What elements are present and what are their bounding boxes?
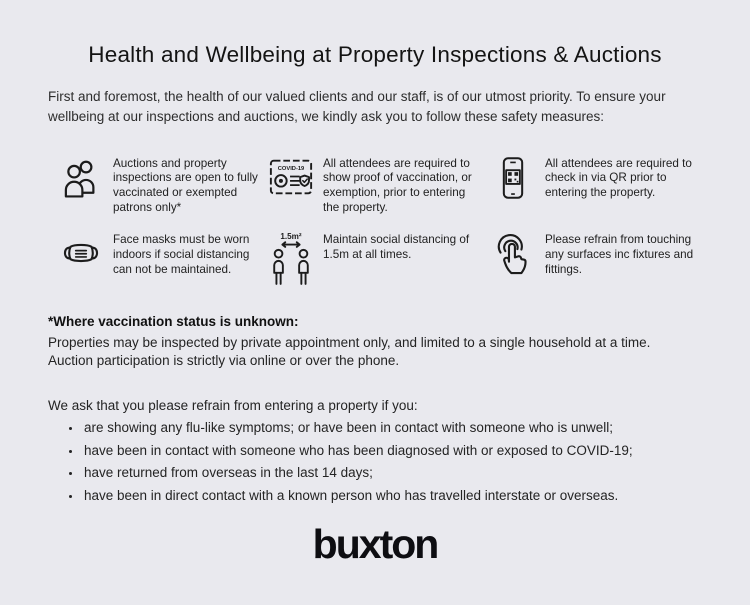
- touch-icon: [490, 230, 536, 280]
- vaccination-note-line1: Properties may be inspected by private a…: [48, 335, 651, 351]
- covid-certificate-icon: COVID-19: [268, 154, 314, 200]
- measure-item-no-touching: Please refrain from touching any surface…: [490, 230, 700, 286]
- intro-paragraph: First and foremost, the health of our va…: [48, 89, 666, 125]
- bullet-item: have been in direct contact with a known…: [82, 488, 702, 503]
- bullet-item: have been in contact with someone who ha…: [82, 443, 702, 458]
- measure-text: Face masks must be worn indoors if socia…: [113, 232, 250, 276]
- measure-item-qr-checkin: All attendees are required to check in v…: [490, 154, 700, 216]
- refrain-lead: We ask that you please refrain from ente…: [48, 397, 418, 413]
- covid-certificate-label: COVID-19: [278, 165, 305, 171]
- social-distance-icon: 1.5m²: [268, 230, 314, 286]
- measure-text: All attendees are required to check in v…: [545, 156, 692, 200]
- measure-text: Please refrain from touching any surface…: [545, 232, 694, 276]
- measure-item-face-masks: Face masks must be worn indoors if socia…: [58, 230, 268, 286]
- people-icon: [58, 154, 104, 204]
- vaccination-note-heading: *Where vaccination status is unknown:: [48, 313, 299, 329]
- measure-item-social-distancing: 1.5m² Maintain social distancing of 1.5m…: [268, 230, 490, 286]
- vaccination-note: *Where vaccination status is unknown: Pr…: [48, 313, 702, 371]
- distance-label: 1.5m²: [280, 232, 302, 241]
- bullet-item: are showing any flu-like symptoms; or ha…: [82, 420, 702, 435]
- measure-item-vaccinated-patrons: Auctions and property inspections are op…: [58, 154, 268, 216]
- measure-item-proof-of-vaccination: COVID-19 All attendees are required to s…: [268, 154, 490, 216]
- safety-measures-grid: Auctions and property inspections are op…: [58, 154, 710, 286]
- measure-text: Maintain social distancing of 1.5m at al…: [323, 232, 470, 261]
- face-mask-icon: [58, 230, 104, 276]
- page-title: Health and Wellbeing at Property Inspect…: [88, 42, 662, 67]
- refrain-section: We ask that you please refrain from ente…: [48, 398, 702, 503]
- vaccination-note-line2: Auction participation is strictly via on…: [48, 353, 400, 369]
- measure-text: All attendees are required to show proof…: [323, 156, 472, 215]
- bullet-list: are showing any flu-like symptoms; or ha…: [48, 420, 702, 503]
- buxton-logo: buxton: [312, 520, 440, 567]
- bullet-item: have returned from overseas in the last …: [82, 465, 702, 480]
- phone-qr-icon: [490, 154, 536, 202]
- page: { "page": { "title": "Health and Wellbei…: [0, 42, 750, 605]
- measure-text: Auctions and property inspections are op…: [113, 156, 258, 215]
